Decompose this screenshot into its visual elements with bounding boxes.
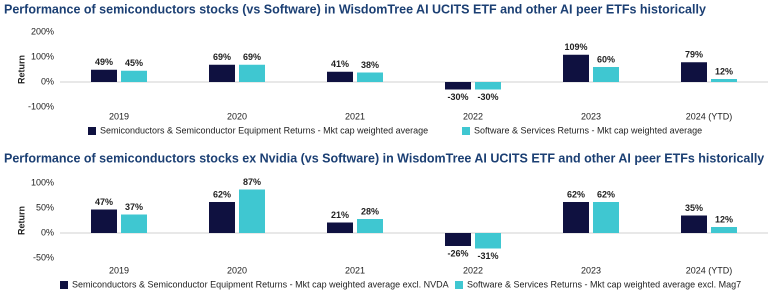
chart-title: Performance of semiconductors stocks ex … — [4, 151, 764, 165]
value-label: 37% — [125, 202, 143, 212]
y-tick-label: 100% — [31, 177, 54, 187]
value-label: 49% — [95, 57, 113, 67]
legend-label: Software & Services Returns - Mkt cap we… — [474, 125, 702, 135]
y-tick-label: 50% — [36, 202, 54, 212]
bar — [91, 69, 117, 82]
value-label: 109% — [564, 42, 587, 52]
x-tick-label: 2021 — [345, 265, 365, 275]
bar — [121, 70, 147, 82]
bar — [681, 215, 707, 233]
value-label: 47% — [95, 197, 113, 207]
bar — [711, 79, 737, 82]
x-tick-label: 2022 — [463, 111, 483, 121]
value-label: 45% — [125, 58, 143, 68]
bar — [563, 54, 589, 82]
value-label: 60% — [597, 54, 615, 64]
y-axis-label: Return — [16, 55, 26, 84]
value-label: 12% — [715, 66, 733, 76]
legend-swatch — [88, 127, 96, 135]
value-label: -31% — [477, 251, 498, 261]
bar — [91, 209, 117, 233]
x-tick-label: 2021 — [345, 111, 365, 121]
value-label: 62% — [567, 189, 585, 199]
legend-label: Semiconductors & Semiconductor Equipment… — [100, 125, 428, 135]
bar — [327, 71, 353, 82]
x-tick-label: 2023 — [581, 111, 601, 121]
chart-title: Performance of semiconductors stocks (vs… — [4, 2, 706, 16]
value-label: 62% — [597, 189, 615, 199]
y-tick-label: 100% — [31, 51, 54, 61]
bar — [593, 202, 619, 233]
x-tick-label: 2024 (YTD) — [686, 111, 733, 121]
x-tick-label: 2024 (YTD) — [686, 265, 733, 275]
bar — [593, 67, 619, 82]
x-tick-label: 2019 — [109, 265, 129, 275]
y-tick-label: 0% — [41, 227, 54, 237]
y-axis-label: Return — [16, 206, 26, 235]
bar — [121, 214, 147, 233]
bar — [209, 202, 235, 233]
x-tick-label: 2020 — [227, 111, 247, 121]
bar — [239, 64, 265, 82]
bar — [357, 72, 383, 82]
bar — [475, 233, 501, 249]
value-label: -26% — [447, 248, 468, 258]
value-label: 12% — [715, 214, 733, 224]
legend-swatch — [462, 127, 470, 135]
x-tick-label: 2023 — [581, 265, 601, 275]
legend-label: Semiconductors & Semiconductor Equipment… — [72, 279, 449, 289]
value-label: 87% — [243, 177, 261, 187]
legend-swatch — [60, 281, 68, 289]
bar — [711, 227, 737, 233]
bar — [681, 62, 707, 82]
value-label: 62% — [213, 189, 231, 199]
x-tick-label: 2019 — [109, 111, 129, 121]
x-tick-label: 2020 — [227, 265, 247, 275]
value-label: 79% — [685, 50, 703, 60]
y-tick-label: 200% — [31, 26, 54, 36]
legend-label: Software & Services Returns - Mkt cap we… — [467, 279, 741, 289]
value-label: 38% — [361, 60, 379, 70]
legend-swatch — [455, 281, 463, 289]
bar — [475, 82, 501, 90]
bar — [209, 64, 235, 82]
value-label: -30% — [477, 92, 498, 102]
y-tick-label: -100% — [28, 101, 54, 111]
value-label: 69% — [243, 52, 261, 62]
y-tick-label: 0% — [41, 76, 54, 86]
value-label: 35% — [685, 203, 703, 213]
bar — [239, 189, 265, 233]
y-tick-label: -50% — [33, 252, 54, 262]
value-label: 28% — [361, 206, 379, 216]
x-tick-label: 2022 — [463, 265, 483, 275]
bar — [563, 202, 589, 233]
value-label: 69% — [213, 52, 231, 62]
bar — [445, 82, 471, 90]
value-label: 21% — [331, 210, 349, 220]
value-label: 41% — [331, 59, 349, 69]
bar — [327, 222, 353, 233]
bar — [445, 233, 471, 246]
bar — [357, 219, 383, 233]
value-label: -30% — [447, 92, 468, 102]
